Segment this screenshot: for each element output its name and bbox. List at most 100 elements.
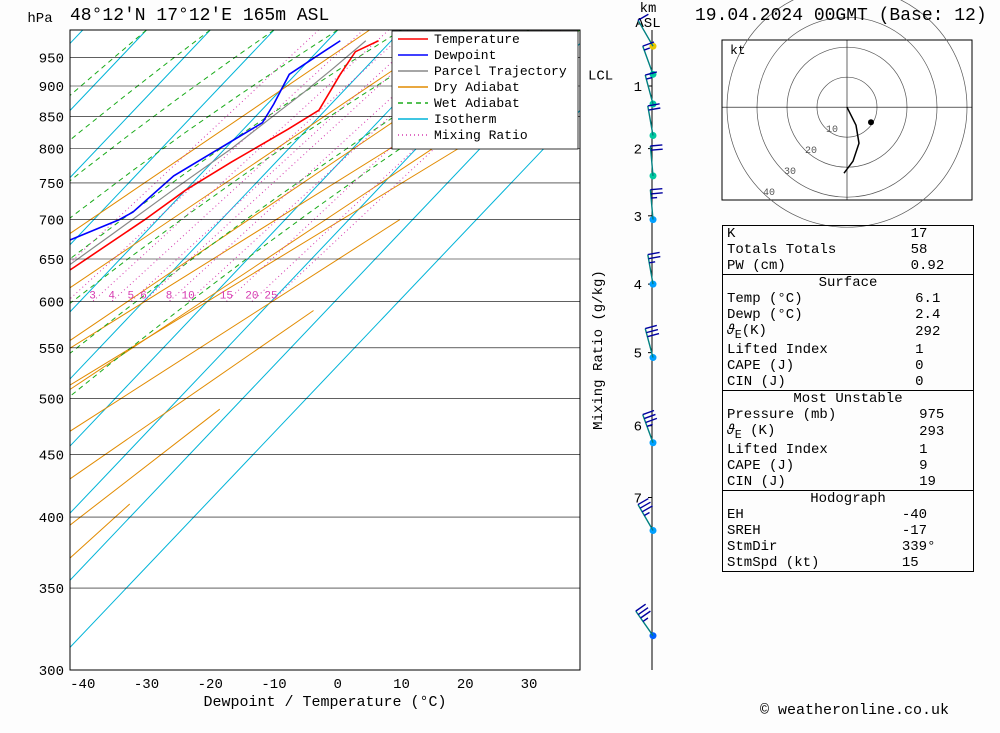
wind-barb bbox=[645, 72, 657, 108]
svg-text:20: 20 bbox=[245, 291, 258, 303]
index-value: -17 bbox=[882, 523, 973, 539]
index-key: Pressure (mb) bbox=[723, 407, 899, 423]
index-key: PW (cm) bbox=[723, 258, 891, 274]
index-value: 17 bbox=[891, 226, 973, 242]
copyright-label: © weatheronline.co.uk bbox=[760, 702, 949, 719]
svg-text:4: 4 bbox=[634, 278, 642, 294]
index-key: Lifted Index bbox=[723, 442, 899, 458]
index-value: 0 bbox=[895, 374, 973, 390]
indices-table: SurfaceTemp (°C)6.1Dewp (°C)2.4𝜗E(K)292L… bbox=[722, 274, 974, 391]
svg-text:kt: kt bbox=[730, 43, 746, 58]
svg-text:Temperature: Temperature bbox=[434, 32, 520, 47]
index-key: Lifted Index bbox=[723, 342, 895, 358]
svg-text:400: 400 bbox=[39, 511, 64, 527]
index-value: 2.4 bbox=[895, 307, 973, 323]
wind-barb bbox=[648, 104, 661, 139]
index-key: 𝜗E(K) bbox=[723, 323, 895, 342]
section-title: Surface bbox=[723, 275, 973, 291]
index-value: 1 bbox=[899, 442, 973, 458]
title-location: 48°12'N 17°12'E 165m ASL bbox=[70, 6, 329, 26]
svg-text:700: 700 bbox=[39, 214, 64, 230]
index-key: CIN (J) bbox=[723, 374, 895, 390]
section-title: Hodograph bbox=[723, 491, 973, 507]
index-key: CAPE (J) bbox=[723, 358, 895, 374]
index-value: 6.1 bbox=[895, 291, 973, 307]
svg-text:500: 500 bbox=[39, 392, 64, 408]
svg-text:-40: -40 bbox=[70, 677, 95, 693]
svg-text:300: 300 bbox=[39, 664, 64, 680]
svg-text:850: 850 bbox=[39, 110, 64, 126]
index-value: 9 bbox=[899, 458, 973, 474]
svg-text:30: 30 bbox=[521, 677, 538, 693]
svg-text:15: 15 bbox=[220, 291, 233, 303]
svg-text:Isotherm: Isotherm bbox=[434, 112, 497, 127]
index-key: StmDir bbox=[723, 539, 882, 555]
svg-text:5: 5 bbox=[127, 291, 134, 303]
index-value: 975 bbox=[899, 407, 973, 423]
svg-text:6: 6 bbox=[634, 420, 642, 436]
svg-text:Dry Adiabat: Dry Adiabat bbox=[434, 80, 520, 95]
svg-text:LCL: LCL bbox=[588, 68, 613, 84]
index-key: Temp (°C) bbox=[723, 291, 895, 307]
svg-text:1: 1 bbox=[25, 291, 32, 303]
index-value: -40 bbox=[882, 507, 973, 523]
index-key: SREH bbox=[723, 523, 882, 539]
svg-text:Mixing Ratio: Mixing Ratio bbox=[434, 128, 528, 143]
index-value: 1 bbox=[895, 342, 973, 358]
wind-barb bbox=[643, 410, 657, 446]
svg-text:1: 1 bbox=[634, 80, 642, 96]
svg-text:hPa: hPa bbox=[27, 11, 52, 27]
svg-text:Dewpoint / Temperature (°C): Dewpoint / Temperature (°C) bbox=[203, 694, 446, 711]
svg-text:350: 350 bbox=[39, 582, 64, 598]
index-key: CAPE (J) bbox=[723, 458, 899, 474]
svg-text:2: 2 bbox=[64, 291, 71, 303]
svg-text:Parcel Trajectory: Parcel Trajectory bbox=[434, 64, 567, 79]
svg-text:750: 750 bbox=[39, 177, 64, 193]
index-key: Dewp (°C) bbox=[723, 307, 895, 323]
index-key: K bbox=[723, 226, 891, 242]
svg-text:10: 10 bbox=[182, 291, 195, 303]
svg-text:40: 40 bbox=[763, 188, 775, 199]
indices-table: Most UnstablePressure (mb)975𝜗E (K)293Li… bbox=[722, 390, 974, 491]
index-value: 292 bbox=[895, 323, 973, 342]
svg-text:550: 550 bbox=[39, 342, 64, 358]
svg-text:950: 950 bbox=[39, 51, 64, 67]
index-value: 19 bbox=[899, 474, 973, 490]
index-key: Totals Totals bbox=[723, 242, 891, 258]
svg-text:0: 0 bbox=[334, 677, 342, 693]
indices-table: HodographEH-40SREH-17StmDir339°StmSpd (k… bbox=[722, 490, 974, 572]
svg-text:ASL: ASL bbox=[635, 16, 660, 32]
svg-text:8: 8 bbox=[166, 291, 173, 303]
svg-text:800: 800 bbox=[39, 143, 64, 159]
index-value: 58 bbox=[891, 242, 973, 258]
svg-text:3: 3 bbox=[634, 210, 642, 226]
svg-text:Mixing Ratio (g/kg): Mixing Ratio (g/kg) bbox=[591, 270, 607, 430]
indices-table: K17Totals Totals58PW (cm)0.92 bbox=[722, 225, 974, 275]
svg-text:Dewpoint: Dewpoint bbox=[434, 48, 496, 63]
svg-text:5: 5 bbox=[634, 347, 642, 363]
svg-text:10: 10 bbox=[393, 677, 410, 693]
svg-text:4: 4 bbox=[108, 291, 115, 303]
svg-text:6: 6 bbox=[140, 291, 147, 303]
svg-text:3: 3 bbox=[89, 291, 96, 303]
index-value: 0.92 bbox=[891, 258, 973, 274]
index-key: 𝜗E (K) bbox=[723, 423, 899, 442]
index-key: EH bbox=[723, 507, 882, 523]
index-key: StmSpd (kt) bbox=[723, 555, 882, 571]
svg-text:450: 450 bbox=[39, 448, 64, 464]
svg-text:20: 20 bbox=[457, 677, 474, 693]
title-datetime: 19.04.2024 00GMT (Base: 12) bbox=[695, 6, 987, 26]
wind-barb bbox=[650, 189, 663, 223]
svg-text:-10: -10 bbox=[261, 677, 286, 693]
svg-text:650: 650 bbox=[39, 253, 64, 269]
svg-text:10: 10 bbox=[826, 125, 838, 136]
svg-text:30: 30 bbox=[784, 167, 796, 178]
index-value: 293 bbox=[899, 423, 973, 442]
section-title: Most Unstable bbox=[723, 391, 973, 407]
index-value: 15 bbox=[882, 555, 973, 571]
svg-text:-20: -20 bbox=[198, 677, 223, 693]
index-value: 0 bbox=[895, 358, 973, 374]
wind-barb bbox=[636, 604, 657, 639]
index-value: 339° bbox=[882, 539, 973, 555]
svg-text:20: 20 bbox=[805, 146, 817, 157]
